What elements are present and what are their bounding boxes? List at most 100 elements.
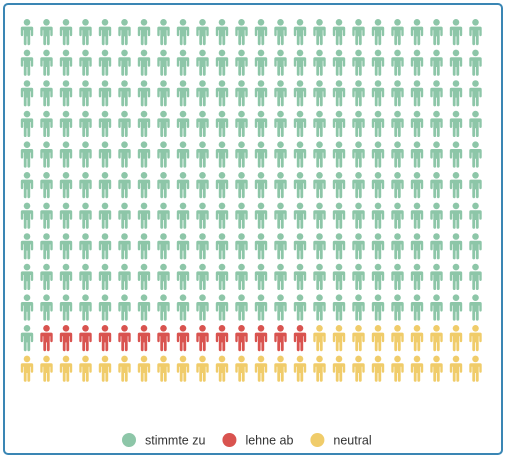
legend-marker [310,433,325,447]
legend-item[interactable]: stimmte zu [122,433,205,448]
person-icon [176,110,190,137]
person-icon [469,294,482,321]
person-icon [98,202,112,229]
person-icon [215,263,229,290]
person-icon [391,80,404,107]
person-icon [352,325,365,352]
person-icon [98,325,112,352]
person-icon [40,325,53,352]
person-icon [332,141,346,168]
person-icon [196,172,209,199]
person-icon [332,49,346,76]
person-icon [352,233,365,260]
person-icon [157,141,170,168]
person-icon [176,233,190,260]
person-icon [118,172,131,199]
person-icon [79,19,92,46]
person-icon [176,49,190,76]
person-icon [274,172,287,199]
person-icon [235,19,248,46]
person-icon [215,49,229,76]
person-icon [157,325,170,352]
person-icon [449,355,463,382]
person-icon [196,141,209,168]
person-icon [137,172,151,199]
person-icon [391,172,404,199]
person-icon [410,172,424,199]
person-icon [40,80,53,107]
person-icon [449,49,463,76]
person-icon [449,294,463,321]
person-icon [215,172,229,199]
person-icon [98,141,112,168]
person-icon [196,80,209,107]
person-icon [391,233,404,260]
person-icon [59,172,73,199]
person-icon [469,110,482,137]
person-icon [40,110,53,137]
person-icon [215,141,229,168]
person-icon [293,110,307,137]
person-icon [371,325,385,352]
person-icon [196,325,209,352]
person-icon [352,49,365,76]
person-icon [59,141,73,168]
person-icon [469,172,482,199]
person-icon [137,202,151,229]
person-icon [235,49,248,76]
person-icon [20,141,34,168]
person-icon [98,19,112,46]
person-icon [235,110,248,137]
person-icon [215,294,229,321]
person-icon [254,355,268,382]
person-icon [410,294,424,321]
person-icon [196,110,209,137]
person-icon [371,141,385,168]
person-icon [371,263,385,290]
person-icon [118,49,131,76]
person-icon [274,355,287,382]
person-icon [274,202,287,229]
person-icon [98,233,112,260]
legend-item[interactable]: neutral [310,433,372,448]
legend-item[interactable]: lehne ab [222,433,293,448]
person-icon [98,355,112,382]
person-icon [391,355,404,382]
person-icon [215,19,229,46]
person-icon [118,110,131,137]
person-icon [469,19,482,46]
person-icon [20,294,34,321]
person-icon [449,325,463,352]
person-icon [59,263,73,290]
person-icon [176,19,190,46]
person-icon [40,141,53,168]
person-icon [313,294,326,321]
person-icon [79,233,92,260]
person-icon [215,80,229,107]
person-icon [332,325,346,352]
person-icon [20,172,34,199]
person-icon [332,355,346,382]
person-icon [254,19,268,46]
person-icon [40,202,53,229]
person-icon [20,49,34,76]
person-icon [40,49,53,76]
legend-label: lehne ab [245,434,293,448]
person-icon [391,141,404,168]
person-icon [274,141,287,168]
person-icon [293,172,307,199]
person-icon [313,110,326,137]
person-icon [410,202,424,229]
person-icon [157,110,170,137]
person-icon [371,355,385,382]
person-icon [40,263,53,290]
person-icon [157,233,170,260]
person-icon [410,263,424,290]
person-icon [196,19,209,46]
person-icon [118,141,131,168]
person-icon [79,49,92,76]
person-icon [371,233,385,260]
person-icon [137,294,151,321]
person-icon [176,80,190,107]
